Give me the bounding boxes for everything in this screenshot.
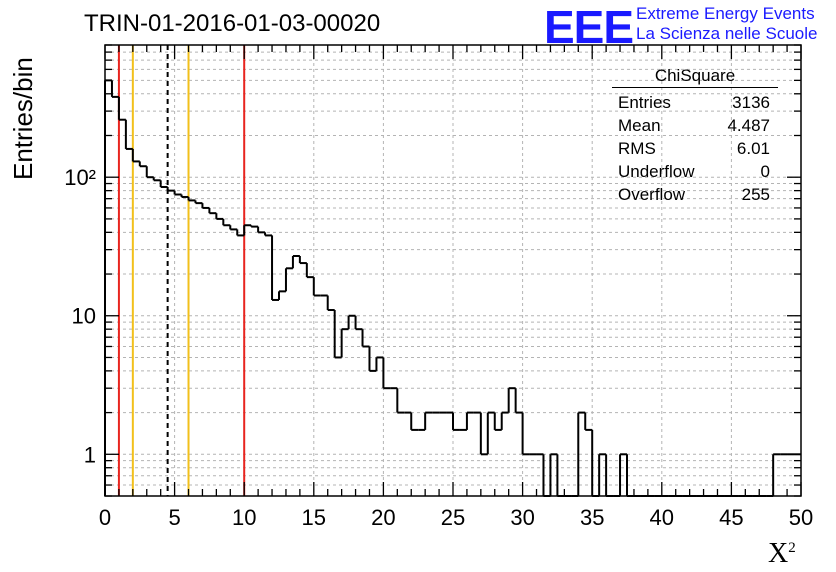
- marker-lines: [117, 45, 246, 496]
- stats-label: Entries: [618, 93, 671, 112]
- x-tick-label: 5: [168, 505, 180, 530]
- logo-caption-line1: Extreme Energy Events: [636, 4, 815, 23]
- y-tick-label: 1: [84, 442, 96, 467]
- stats-row-underflow: Underflow 0: [612, 160, 778, 183]
- x-tick-label: 25: [441, 505, 465, 530]
- stats-label: Overflow: [618, 185, 686, 204]
- run-title: TRIN-01-2016-01-03-00020: [84, 10, 381, 37]
- x-tick-label: 40: [650, 505, 674, 530]
- y-tick-label: 10: [72, 304, 96, 329]
- stats-label: RMS: [618, 139, 656, 158]
- y-tick-label: 10²: [64, 165, 96, 190]
- x-tick-label: 10: [232, 505, 256, 530]
- stats-value: 3136: [732, 93, 770, 112]
- tick-labels: 0 5 10 15 20 25 30 35 40 45 50 1 10 10²: [64, 165, 813, 530]
- stats-label: Mean: [618, 116, 661, 135]
- stats-row-rms: RMS 6.01: [612, 137, 778, 160]
- x-axis-label: X2: [768, 538, 796, 569]
- x-tick-label: 20: [371, 505, 395, 530]
- x-tick-label: 30: [510, 505, 534, 530]
- stats-row-entries: Entries 3136: [612, 91, 778, 114]
- stats-value: 0: [760, 162, 770, 181]
- logo-caption-line2: La Scienza nelle Scuole: [636, 24, 818, 43]
- stats-row-mean: Mean 4.487: [612, 114, 778, 137]
- x-tick-label: 15: [302, 505, 326, 530]
- x-tick-label: 45: [719, 505, 743, 530]
- eee-logo: EEE: [544, 1, 634, 53]
- stats-label: Underflow: [618, 162, 695, 181]
- y-axis-label: Entries/bin: [8, 57, 38, 180]
- stats-value: 6.01: [736, 139, 770, 158]
- grid-layer: [105, 44, 801, 497]
- stats-value: 255: [741, 185, 770, 204]
- stats-row-overflow: Overflow 255: [612, 183, 778, 206]
- stats-value: 4.487: [727, 116, 770, 135]
- x-tick-label: 50: [789, 505, 813, 530]
- stats-title: ChiSquare: [612, 66, 778, 88]
- stats-box: ChiSquare Entries 3136 Mean 4.487 RMS 6.01 …: [612, 66, 778, 206]
- x-tick-label: 0: [99, 505, 111, 530]
- axis-ticks: [104, 44, 802, 497]
- x-tick-label: 35: [580, 505, 604, 530]
